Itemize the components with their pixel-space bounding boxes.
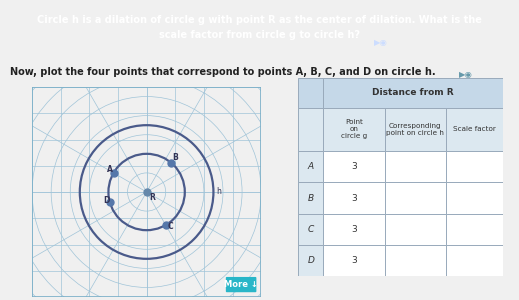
Bar [298, 108, 323, 151]
Text: 3: 3 [351, 256, 357, 265]
Bar [298, 245, 323, 276]
Bar [385, 182, 446, 214]
Text: B: B [173, 153, 179, 162]
Text: ▶◉: ▶◉ [374, 38, 387, 47]
Bar [323, 182, 385, 214]
Bar [385, 151, 446, 182]
Text: A: A [308, 162, 314, 171]
Text: Now, plot the four points that correspond to points A, B, C, and D on circle h.: Now, plot the four points that correspon… [10, 67, 436, 77]
Bar [298, 151, 323, 182]
Text: 3: 3 [351, 194, 357, 202]
Bar [298, 214, 323, 245]
Text: Circle h is a dilation of circle g with point R as the center of dilation. What : Circle h is a dilation of circle g with … [37, 15, 482, 40]
Text: D: D [103, 196, 110, 205]
Text: R: R [149, 193, 155, 202]
Text: More ↓: More ↓ [224, 280, 258, 289]
Bar [385, 214, 446, 245]
Bar [446, 108, 503, 151]
Bar [323, 108, 385, 151]
FancyBboxPatch shape [226, 277, 256, 292]
Bar [385, 108, 446, 151]
Text: B: B [308, 194, 314, 202]
Bar [298, 182, 323, 214]
Text: 3: 3 [351, 162, 357, 171]
Text: h: h [216, 188, 221, 196]
Bar [323, 151, 385, 182]
Bar [323, 245, 385, 276]
Bar [446, 182, 503, 214]
Text: ▶◉: ▶◉ [459, 70, 473, 80]
Text: C: C [308, 225, 314, 234]
Bar [446, 214, 503, 245]
Bar [323, 214, 385, 245]
Bar [446, 245, 503, 276]
Text: D: D [307, 256, 314, 265]
Text: Corresponding
point on circle h: Corresponding point on circle h [386, 123, 444, 136]
Text: C: C [167, 222, 173, 231]
Text: Point
on
circle g: Point on circle g [340, 119, 367, 140]
Text: Distance from R: Distance from R [373, 88, 454, 97]
Bar [385, 245, 446, 276]
Text: A: A [107, 165, 113, 174]
Text: 3: 3 [351, 225, 357, 234]
Bar [323, 78, 503, 108]
Bar [446, 151, 503, 182]
Bar [298, 78, 323, 108]
Text: Scale factor: Scale factor [453, 127, 496, 133]
